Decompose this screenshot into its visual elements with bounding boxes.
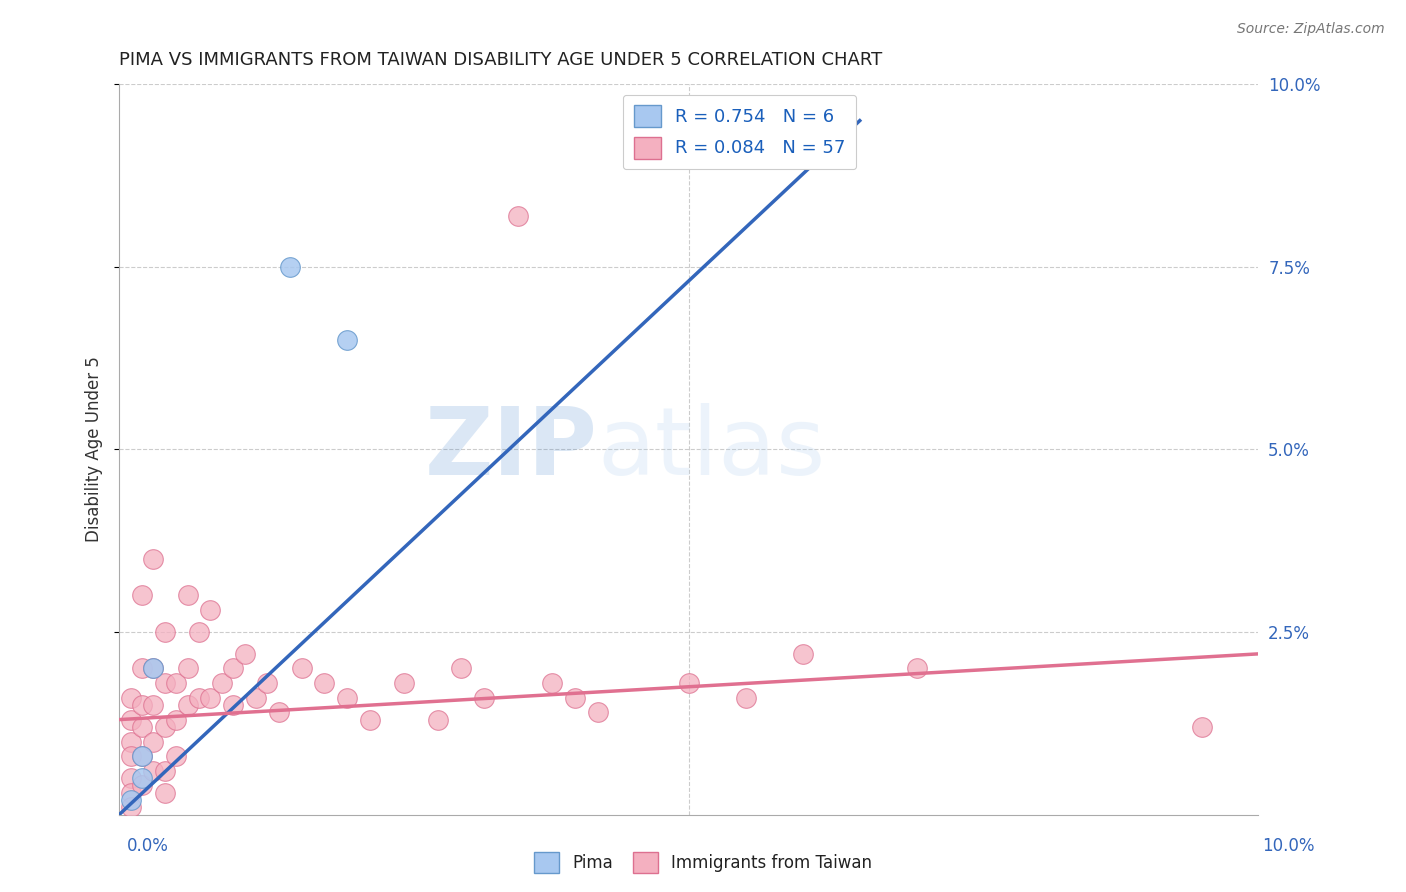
Point [120, 771, 142, 785]
Point [211, 676, 233, 690]
Point [1191, 720, 1213, 734]
Point [131, 698, 153, 712]
Text: 0.0%: 0.0% [127, 837, 169, 855]
Point [131, 661, 153, 675]
Point [120, 793, 142, 807]
Text: Source: ZipAtlas.com: Source: ZipAtlas.com [1237, 22, 1385, 37]
Text: 10.0%: 10.0% [1263, 837, 1315, 855]
Point [359, 713, 381, 727]
Point [131, 771, 153, 785]
Point [176, 698, 198, 712]
Point [142, 734, 165, 748]
Point [200, 603, 222, 617]
Point [336, 690, 359, 705]
Point [188, 690, 211, 705]
Point [392, 676, 415, 690]
Y-axis label: Disability Age Under 5: Disability Age Under 5 [86, 357, 103, 542]
Legend: Pima, Immigrants from Taiwan: Pima, Immigrants from Taiwan [527, 846, 879, 880]
Point [120, 800, 142, 814]
Point [472, 690, 495, 705]
Point [336, 333, 359, 347]
Point [222, 661, 245, 675]
Legend: R = 0.754   N = 6, R = 0.084   N = 57: R = 0.754 N = 6, R = 0.084 N = 57 [623, 95, 856, 169]
Point [222, 698, 245, 712]
Point [792, 647, 814, 661]
Point [905, 661, 928, 675]
Point [120, 734, 142, 748]
Point [165, 676, 187, 690]
Point [188, 624, 211, 639]
Point [153, 624, 176, 639]
Point [142, 698, 165, 712]
Point [200, 690, 222, 705]
Point [267, 706, 290, 720]
Text: PIMA VS IMMIGRANTS FROM TAIWAN DISABILITY AGE UNDER 5 CORRELATION CHART: PIMA VS IMMIGRANTS FROM TAIWAN DISABILIT… [120, 51, 883, 69]
Point [131, 589, 153, 603]
Point [131, 749, 153, 764]
Point [245, 690, 267, 705]
Point [176, 589, 198, 603]
Point [278, 260, 301, 274]
Point [678, 676, 700, 690]
Point [131, 720, 153, 734]
Point [142, 661, 165, 675]
Point [120, 786, 142, 800]
Point [541, 676, 564, 690]
Point [165, 749, 187, 764]
Point [427, 713, 450, 727]
Point [450, 661, 472, 675]
Point [314, 676, 336, 690]
Point [131, 749, 153, 764]
Point [176, 661, 198, 675]
Point [506, 209, 529, 223]
Text: ZIP: ZIP [425, 403, 598, 495]
Point [564, 690, 586, 705]
Text: atlas: atlas [598, 403, 825, 495]
Point [142, 764, 165, 778]
Point [586, 706, 609, 720]
Point [153, 676, 176, 690]
Point [153, 764, 176, 778]
Point [233, 647, 256, 661]
Point [142, 552, 165, 566]
Point [153, 720, 176, 734]
Point [142, 661, 165, 675]
Point [120, 690, 142, 705]
Point [734, 690, 756, 705]
Point [165, 713, 187, 727]
Point [290, 661, 312, 675]
Point [131, 778, 153, 792]
Point [256, 676, 278, 690]
Point [120, 749, 142, 764]
Point [120, 713, 142, 727]
Point [153, 786, 176, 800]
